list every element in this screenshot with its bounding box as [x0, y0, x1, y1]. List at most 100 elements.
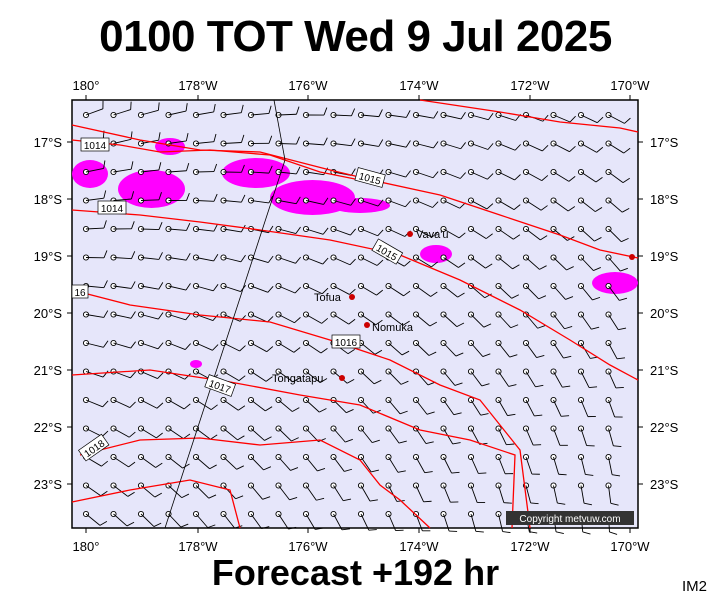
- wind-barb: [440, 396, 462, 416]
- wind-barb: [440, 311, 465, 328]
- wind-barb: [110, 339, 136, 349]
- wind-barb: [275, 166, 301, 176]
- wind-barb: [385, 110, 411, 119]
- wind-barb: [550, 396, 570, 417]
- wind-barb: [357, 139, 384, 147]
- wind-barb: [165, 453, 190, 469]
- wind-barb: [275, 453, 299, 471]
- rain-area: [592, 272, 638, 294]
- axes: [67, 95, 643, 533]
- wind-barb: [220, 510, 243, 529]
- wind-barb: [440, 482, 459, 503]
- wind-barb: [467, 368, 490, 387]
- wind-barb: [275, 254, 301, 264]
- wind-barb: [357, 510, 377, 531]
- isobar: [71, 479, 241, 529]
- wind-barb: [357, 453, 379, 473]
- wind-barb: [220, 254, 246, 263]
- wind-barb: [577, 140, 604, 153]
- wind-barb: [302, 197, 329, 205]
- rain-area: [118, 170, 185, 208]
- place-marker: [407, 231, 413, 237]
- wind-barb: [467, 396, 489, 416]
- wind-barb: [577, 111, 604, 124]
- wind-barb: [192, 510, 216, 529]
- wind-barb: [247, 482, 271, 500]
- wind-barb: [467, 197, 494, 210]
- isobar: [71, 139, 361, 181]
- wind-barb: [605, 168, 630, 184]
- track-line: [164, 159, 286, 529]
- wind-barb: [220, 396, 246, 411]
- wind-barb: [110, 482, 135, 497]
- wind-barb: [110, 396, 136, 408]
- wind-barb: [165, 482, 190, 499]
- rain-area: [330, 198, 390, 213]
- wind-barb: [467, 168, 494, 180]
- lat-label: 22°S: [650, 420, 679, 435]
- wind-barb: [605, 425, 622, 447]
- place-marker: [629, 254, 635, 260]
- wind-barb: [165, 425, 191, 439]
- wind-barb: [522, 168, 549, 182]
- wind-barb: [440, 140, 466, 150]
- wind-barb: [550, 425, 568, 446]
- wind-barb: [385, 311, 410, 326]
- wind-barb: [412, 396, 435, 415]
- wind-barb: [165, 162, 190, 176]
- wind-barb: [522, 225, 548, 241]
- wind-barb: [275, 368, 301, 383]
- wind-barb: [302, 510, 324, 530]
- wind-barb: [357, 254, 384, 266]
- wind-barb: [550, 311, 573, 330]
- wind-barb: [385, 482, 405, 502]
- wind-barb: [605, 453, 621, 477]
- wind-barb: [605, 396, 623, 418]
- wind-barb: [247, 396, 273, 412]
- place-label-vavau: Vava'u: [416, 229, 448, 241]
- wind-barb: [440, 282, 465, 298]
- wind-barb: [467, 339, 491, 358]
- wind-barb: [110, 311, 136, 319]
- wind-barb: [522, 453, 540, 475]
- lat-label: 18°S: [650, 192, 679, 207]
- lon-label: 172°W: [510, 78, 550, 93]
- lon-label: 174°W: [399, 539, 439, 554]
- wind-barb: [522, 197, 548, 211]
- wind-barb: [82, 220, 107, 233]
- wind-barb: [247, 195, 274, 204]
- wind-barb: [110, 221, 135, 233]
- wind-barb: [330, 311, 356, 325]
- map-title: 0100 TOT Wed 9 Jul 2025: [99, 12, 612, 61]
- wind-barb: [110, 251, 136, 261]
- wind-barb: [385, 140, 411, 148]
- lon-label: 174°W: [399, 78, 439, 93]
- wind-barb: [137, 102, 160, 119]
- wind-barb: [440, 111, 466, 120]
- wind-barb: [577, 482, 592, 506]
- wind-barb: [522, 368, 544, 388]
- wind-barb: [330, 425, 353, 443]
- wind-barb: [302, 396, 327, 413]
- wind-barb: [275, 425, 299, 442]
- wind-barb: [357, 109, 383, 119]
- wind-barb: [192, 103, 216, 119]
- wind-barb: [412, 254, 438, 268]
- wind-barb: [412, 168, 439, 179]
- wind-barb: [467, 453, 487, 474]
- wind-barb: [495, 482, 512, 504]
- wind-barb: [522, 140, 549, 152]
- wind-barb: [605, 225, 629, 243]
- wind-barb: [357, 482, 378, 502]
- wind-barb: [577, 254, 601, 271]
- wind-barb: [412, 482, 432, 503]
- wind-barb: [385, 168, 411, 178]
- wind-barb: [192, 482, 217, 499]
- wind-barb: [165, 339, 191, 350]
- isobar-label: 1014: [101, 204, 124, 215]
- wind-barb: [550, 282, 574, 300]
- wind-barb: [220, 368, 246, 382]
- lon-labels-bottom: 180° 178°W 176°W 174°W 172°W 170°W: [73, 539, 651, 554]
- wind-barb: [137, 425, 163, 439]
- wind-barb: [495, 453, 514, 475]
